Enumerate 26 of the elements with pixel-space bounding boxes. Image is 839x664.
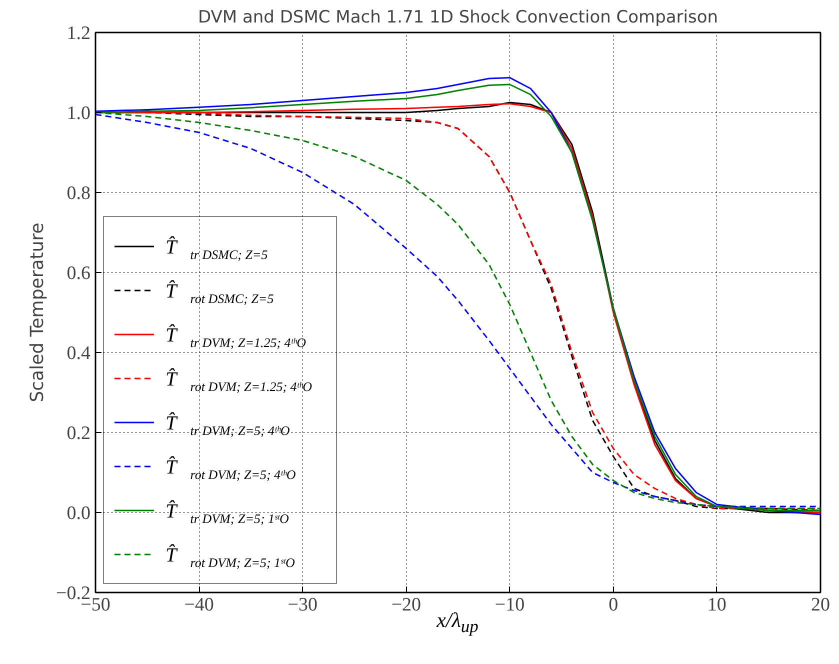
legend-label: T̂tr DVM; Z=5; 4ᵗʰO xyxy=(166,412,290,438)
y-tick-label: 1.2 xyxy=(66,23,90,44)
y-tick-label: −0.2 xyxy=(56,583,91,604)
y-tick-label: 0.8 xyxy=(66,183,90,204)
y-tick-label: 0.4 xyxy=(66,343,91,364)
chart-title: DVM and DSMC Mach 1.71 1D Shock Convection Comparison xyxy=(198,8,718,28)
legend-label: T̂rot DVM; Z=1.25; 4ᵗʰO xyxy=(166,368,313,394)
x-axis-title: x/λ$_{up}$ xyxy=(436,607,478,638)
y-tick-label: 0.6 xyxy=(66,263,90,284)
x-tick-label: 20 xyxy=(811,594,830,616)
legend-label: T̂tr DVM; Z=1.25; 4ᵗʰO xyxy=(166,324,307,350)
x-tick-label: −20 xyxy=(391,594,422,616)
x-tick-label: −30 xyxy=(288,594,318,616)
legend-label: T̂tr DVM; Z=5; 1ˢᵗO xyxy=(166,500,290,526)
x-tick-label: −40 xyxy=(184,594,214,616)
x-tick-label: −10 xyxy=(494,594,525,616)
legend-label: T̂tr DSMC; Z=5 xyxy=(166,236,268,262)
y-tick-label: 1.0 xyxy=(66,103,90,124)
y-axis-title: Scaled Temperature xyxy=(27,222,48,402)
legend-label: T̂rot DVM; Z=5; 1ˢᵗO xyxy=(166,544,296,570)
legend-label: T̂rot DSMC; Z=5 xyxy=(166,280,274,306)
x-tick-label: 0 xyxy=(608,594,618,616)
legend-label: T̂rot DVM; Z=5; 4ᵗʰO xyxy=(166,456,296,482)
x-tick-label: 10 xyxy=(707,594,726,616)
y-tick-label: 0.2 xyxy=(66,423,90,444)
y-tick-label: 0.0 xyxy=(66,503,90,524)
